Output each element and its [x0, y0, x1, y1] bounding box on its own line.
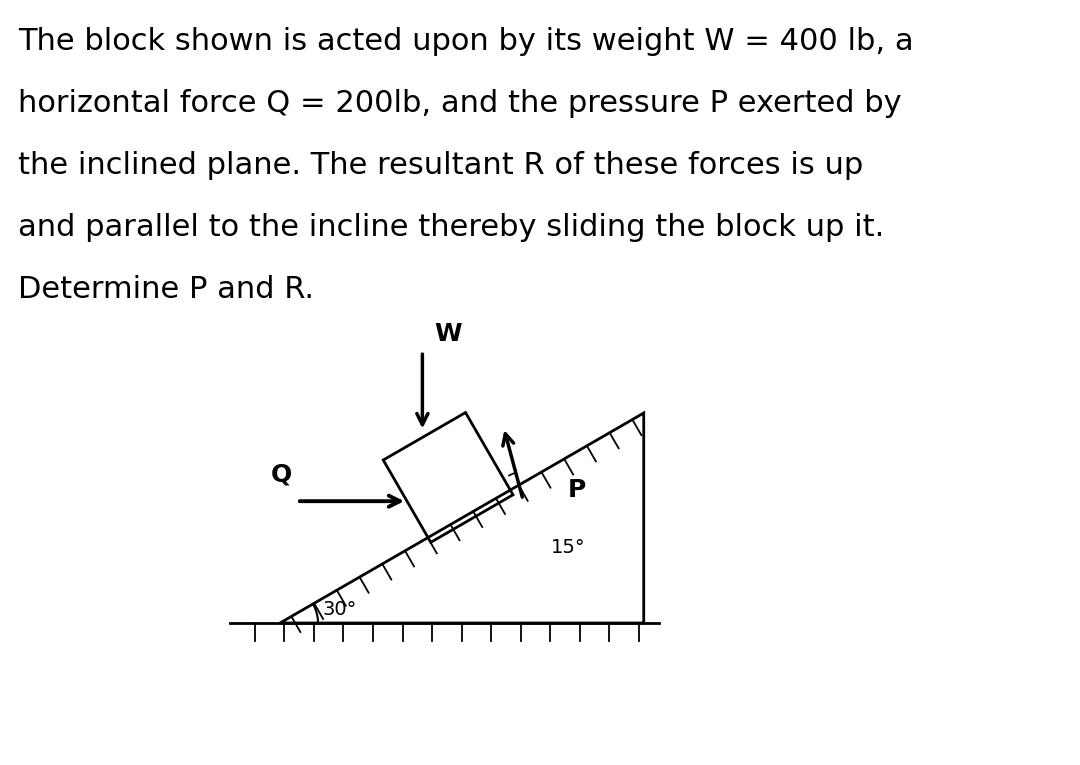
- Text: 30°: 30°: [322, 600, 356, 619]
- Text: Q: Q: [271, 462, 292, 487]
- Text: horizontal force Q = 200lb, and the pressure P exerted by: horizontal force Q = 200lb, and the pres…: [18, 89, 902, 118]
- Text: and parallel to the incline thereby sliding the block up it.: and parallel to the incline thereby slid…: [18, 213, 885, 242]
- Text: P: P: [568, 478, 586, 502]
- Text: 15°: 15°: [551, 538, 585, 557]
- Text: the inclined plane. The resultant R of these forces is up: the inclined plane. The resultant R of t…: [18, 151, 863, 180]
- Text: W: W: [434, 322, 462, 347]
- Text: Determine P and R.: Determine P and R.: [18, 275, 314, 304]
- Text: The block shown is acted upon by its weight W = 400 lb, a: The block shown is acted upon by its wei…: [18, 27, 914, 56]
